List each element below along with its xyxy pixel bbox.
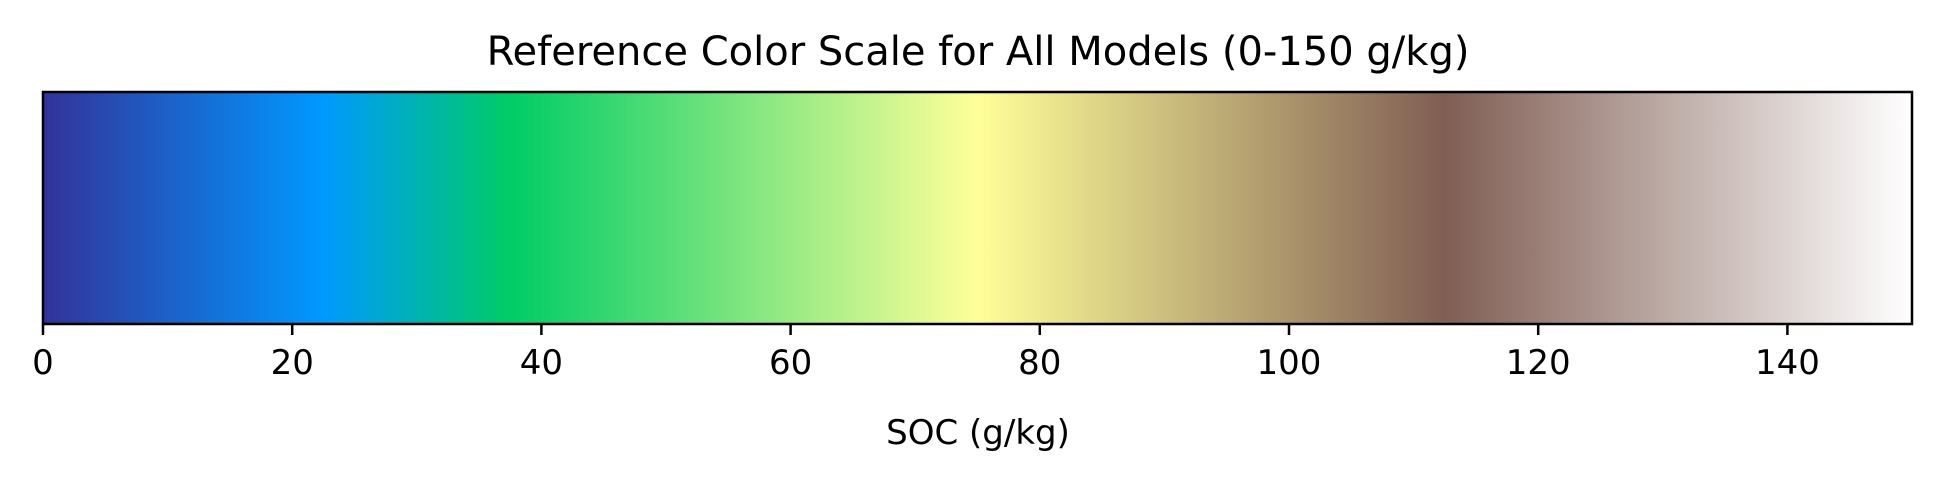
x-tick-label: 120 (1506, 343, 1571, 383)
x-tick-label: 80 (1018, 343, 1061, 383)
x-tick-label: 140 (1755, 343, 1820, 383)
x-tick-label: 0 (32, 343, 54, 383)
x-tick-label: 100 (1257, 343, 1322, 383)
colorbar (41, 90, 1914, 326)
x-tick-label: 40 (520, 343, 563, 383)
x-axis-ticks: 0 20 40 60 80 100 120 140 (32, 324, 1820, 383)
chart-title: Reference Color Scale for All Models (0-… (487, 29, 1470, 75)
x-tick-label: 60 (769, 343, 812, 383)
x-tick-label: 20 (271, 343, 314, 383)
x-axis-label: SOC (g/kg) (886, 413, 1070, 453)
